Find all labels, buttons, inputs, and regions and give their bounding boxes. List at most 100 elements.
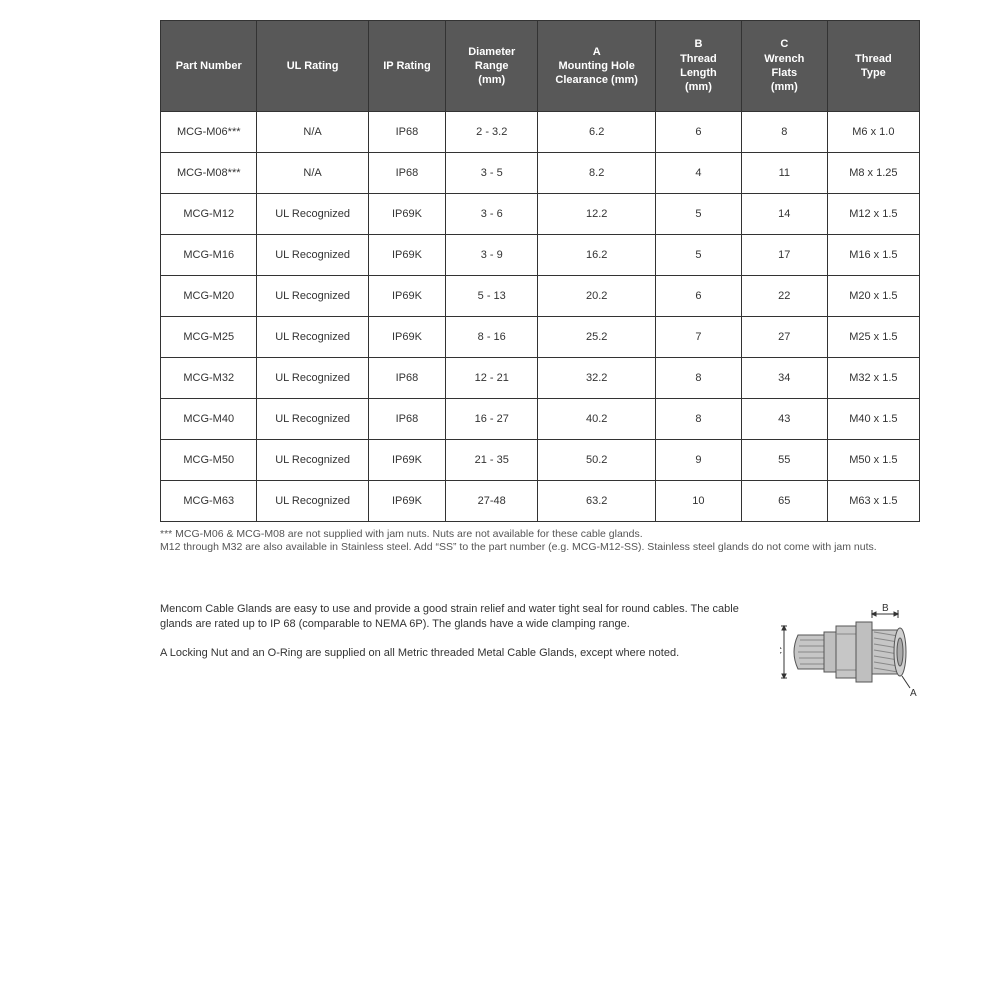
gland-diagram: B — [780, 602, 920, 702]
table-cell: M40 x 1.5 — [827, 399, 919, 440]
table-cell: 6.2 — [538, 112, 656, 153]
table-cell: M25 x 1.5 — [827, 317, 919, 358]
th-thread-type: ThreadType — [827, 21, 919, 112]
table-cell: 11 — [741, 153, 827, 194]
table-cell: 6 — [656, 276, 742, 317]
table-cell: 27-48 — [446, 481, 538, 522]
table-cell: UL Recognized — [257, 399, 368, 440]
table-cell: N/A — [257, 153, 368, 194]
table-cell: 5 - 13 — [446, 276, 538, 317]
table-cell: 32.2 — [538, 358, 656, 399]
table-cell: IP68 — [368, 399, 445, 440]
th-diameter-range: DiameterRange(mm) — [446, 21, 538, 112]
table-cell: MCG-M20 — [161, 276, 257, 317]
table-cell: 6 — [656, 112, 742, 153]
table-cell: 2 - 3.2 — [446, 112, 538, 153]
table-cell: 8.2 — [538, 153, 656, 194]
table-row: MCG-M08***N/AIP683 - 58.2411M8 x 1.25 — [161, 153, 920, 194]
table-cell: IP68 — [368, 153, 445, 194]
table-cell: 8 — [741, 112, 827, 153]
table-row: MCG-M40UL RecognizedIP6816 - 2740.2843M4… — [161, 399, 920, 440]
table-cell: IP69K — [368, 194, 445, 235]
table-cell: MCG-M50 — [161, 440, 257, 481]
table-cell: IP68 — [368, 112, 445, 153]
table-cell: 10 — [656, 481, 742, 522]
table-cell: UL Recognized — [257, 481, 368, 522]
th-part-number: Part Number — [161, 21, 257, 112]
table-cell: 34 — [741, 358, 827, 399]
table-cell: MCG-M40 — [161, 399, 257, 440]
table-cell: 8 — [656, 358, 742, 399]
table-cell: MCG-M25 — [161, 317, 257, 358]
table-cell: 27 — [741, 317, 827, 358]
table-cell: MCG-M08*** — [161, 153, 257, 194]
table-cell: UL Recognized — [257, 194, 368, 235]
table-cell: 3 - 5 — [446, 153, 538, 194]
description-text: Mencom Cable Glands are easy to use and … — [160, 602, 762, 675]
table-row: MCG-M16UL RecognizedIP69K3 - 916.2517M16… — [161, 235, 920, 276]
table-cell: 17 — [741, 235, 827, 276]
diagram-label-b: B — [882, 603, 889, 614]
table-cell: 12 - 21 — [446, 358, 538, 399]
table-cell: 7 — [656, 317, 742, 358]
table-cell: 14 — [741, 194, 827, 235]
table-row: MCG-M12UL RecognizedIP69K3 - 612.2514M12… — [161, 194, 920, 235]
table-cell: IP69K — [368, 481, 445, 522]
table-cell: MCG-M32 — [161, 358, 257, 399]
table-cell: M8 x 1.25 — [827, 153, 919, 194]
table-cell: IP68 — [368, 358, 445, 399]
table-cell: M50 x 1.5 — [827, 440, 919, 481]
table-row: MCG-M50UL RecognizedIP69K21 - 3550.2955M… — [161, 440, 920, 481]
table-cell: MCG-M16 — [161, 235, 257, 276]
table-cell: IP69K — [368, 317, 445, 358]
th-mounting-hole: AMounting HoleClearance (mm) — [538, 21, 656, 112]
table-cell: 12.2 — [538, 194, 656, 235]
table-cell: 3 - 6 — [446, 194, 538, 235]
table-cell: MCG-M63 — [161, 481, 257, 522]
table-cell: 21 - 35 — [446, 440, 538, 481]
table-cell: 16 - 27 — [446, 399, 538, 440]
th-thread-length: BThreadLength(mm) — [656, 21, 742, 112]
table-cell: M63 x 1.5 — [827, 481, 919, 522]
table-cell: 40.2 — [538, 399, 656, 440]
table-cell: 3 - 9 — [446, 235, 538, 276]
table-row: MCG-M20UL RecognizedIP69K5 - 1320.2622M2… — [161, 276, 920, 317]
table-cell: 43 — [741, 399, 827, 440]
table-cell: UL Recognized — [257, 276, 368, 317]
diagram-label-a: A — [910, 688, 917, 699]
table-header-row: Part Number UL Rating IP Rating Diameter… — [161, 21, 920, 112]
diagram-label-c: C — [780, 646, 782, 657]
table-cell: UL Recognized — [257, 317, 368, 358]
description-para-2: A Locking Nut and an O-Ring are supplied… — [160, 646, 762, 661]
table-cell: MCG-M06*** — [161, 112, 257, 153]
table-cell: IP69K — [368, 235, 445, 276]
table-body: MCG-M06***N/AIP682 - 3.26.268M6 x 1.0MCG… — [161, 112, 920, 522]
th-ul-rating: UL Rating — [257, 21, 368, 112]
footnote-line-2: M12 through M32 are also available in St… — [160, 541, 920, 554]
table-row: MCG-M25UL RecognizedIP69K8 - 1625.2727M2… — [161, 317, 920, 358]
th-wrench-flats: CWrenchFlats(mm) — [741, 21, 827, 112]
table-cell: UL Recognized — [257, 358, 368, 399]
table-cell: 25.2 — [538, 317, 656, 358]
description-block: Mencom Cable Glands are easy to use and … — [160, 602, 920, 702]
table-cell: 20.2 — [538, 276, 656, 317]
table-cell: M20 x 1.5 — [827, 276, 919, 317]
table-cell: 4 — [656, 153, 742, 194]
table-cell: M6 x 1.0 — [827, 112, 919, 153]
table-row: MCG-M32UL RecognizedIP6812 - 2132.2834M3… — [161, 358, 920, 399]
table-cell: MCG-M12 — [161, 194, 257, 235]
footnote-line-1: *** MCG-M06 & MCG-M08 are not supplied w… — [160, 528, 920, 541]
th-ip-rating: IP Rating — [368, 21, 445, 112]
table-row: MCG-M63UL RecognizedIP69K27-4863.21065M6… — [161, 481, 920, 522]
description-para-1: Mencom Cable Glands are easy to use and … — [160, 602, 762, 632]
spec-table: Part Number UL Rating IP Rating Diameter… — [160, 20, 920, 522]
table-cell: 16.2 — [538, 235, 656, 276]
table-row: MCG-M06***N/AIP682 - 3.26.268M6 x 1.0 — [161, 112, 920, 153]
table-cell: M16 x 1.5 — [827, 235, 919, 276]
table-cell: M12 x 1.5 — [827, 194, 919, 235]
table-cell: UL Recognized — [257, 235, 368, 276]
table-cell: 63.2 — [538, 481, 656, 522]
table-cell: 8 — [656, 399, 742, 440]
table-cell: 65 — [741, 481, 827, 522]
table-cell: IP69K — [368, 440, 445, 481]
